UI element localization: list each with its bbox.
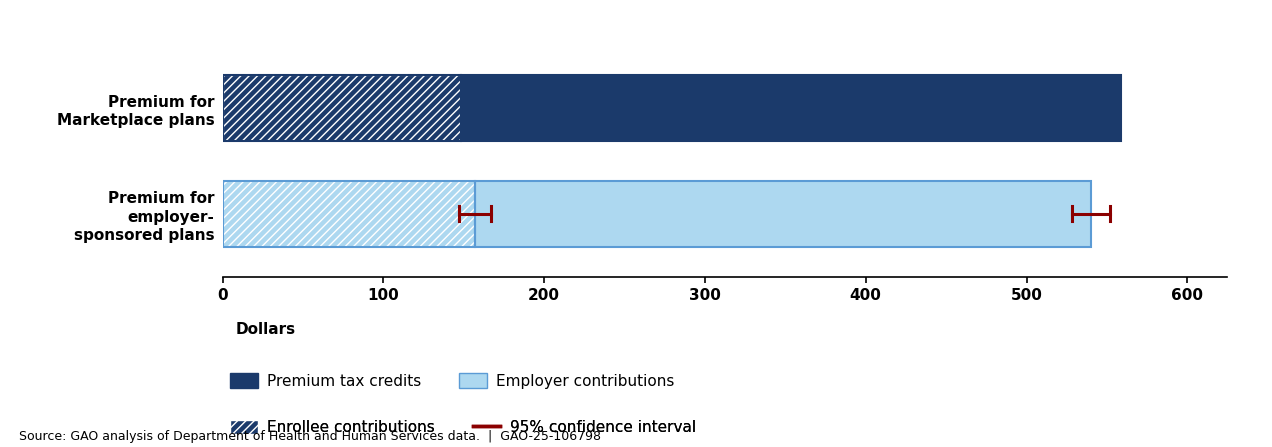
Text: Source: GAO analysis of Department of Health and Human Services data.  |  GAO-25: Source: GAO analysis of Department of He… [19, 430, 602, 443]
Legend: Enrollee contributions, 95% confidence interval: Enrollee contributions, 95% confidence i… [230, 420, 696, 435]
Bar [223, 76, 460, 141]
Bar [460, 76, 1122, 141]
Bar [474, 181, 1091, 246]
Text: Dollars: Dollars [235, 322, 295, 337]
Bar [223, 181, 474, 246]
Bar [223, 76, 460, 141]
Bar [223, 181, 474, 246]
